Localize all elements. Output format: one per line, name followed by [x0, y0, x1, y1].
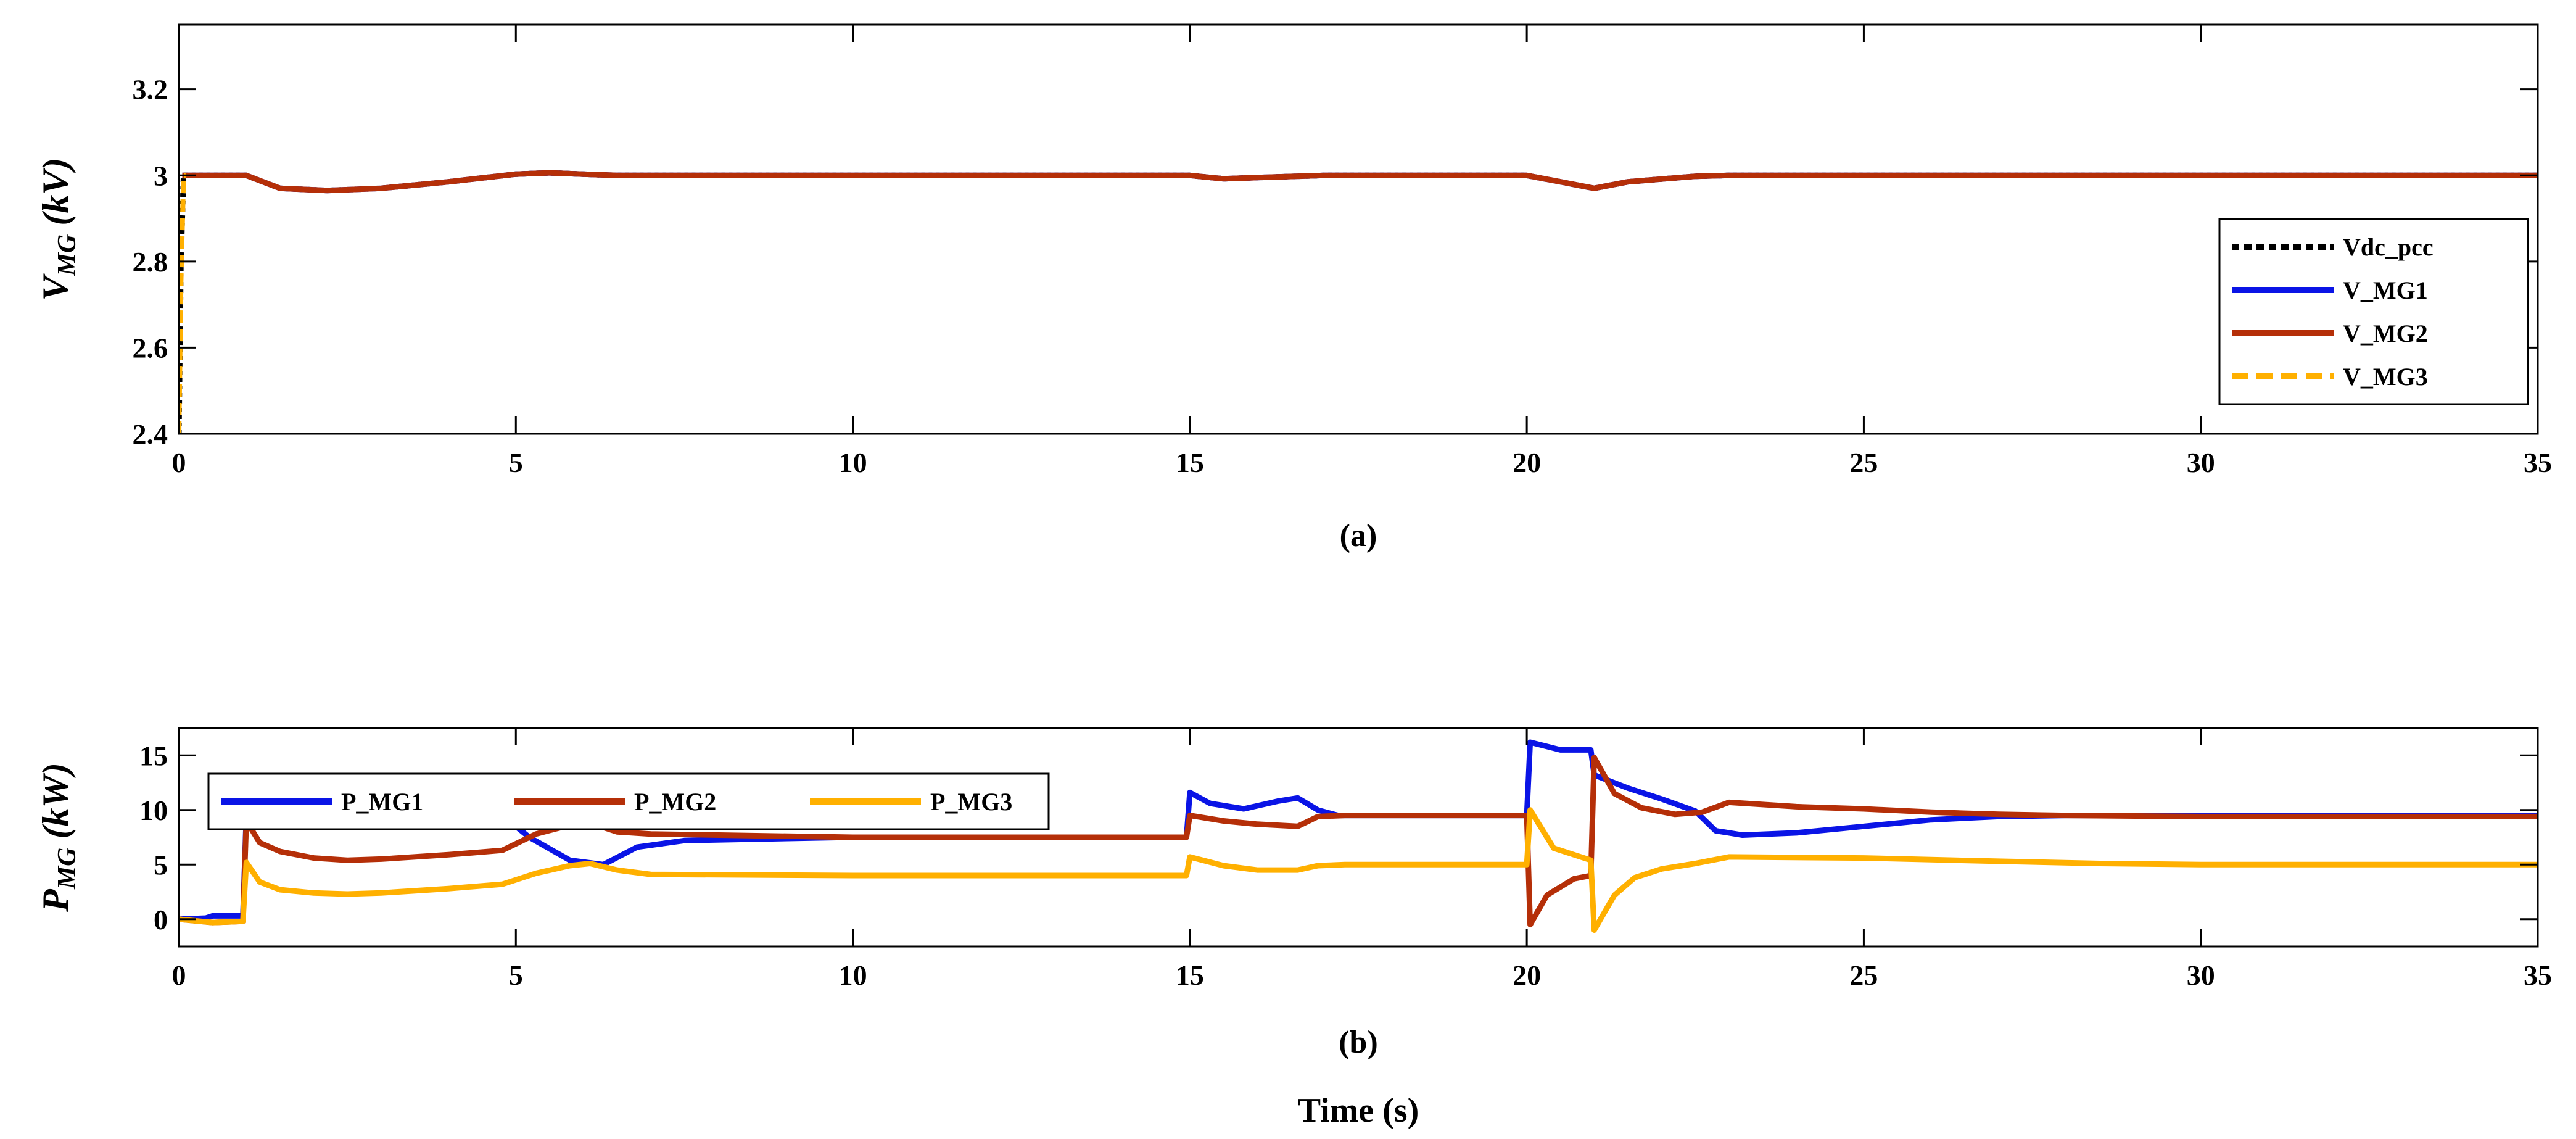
legend-label: V_MG3 [2343, 363, 2428, 391]
y-tick-label: 5 [154, 849, 168, 880]
x-tick-label: 20 [1513, 959, 1541, 991]
legend-label: P_MG1 [341, 788, 423, 816]
x-tick-label: 0 [172, 959, 186, 991]
x-tick-label: 25 [1849, 959, 1878, 991]
panel-caption: (a) [1340, 518, 1377, 553]
x-axis-label: Time (s) [1298, 1091, 1419, 1130]
y-tick-label: 2.6 [133, 332, 168, 363]
plot-area [179, 170, 2538, 434]
axes-frame [178, 23, 2539, 435]
y-tick-label: 10 [139, 795, 168, 826]
x-tick-label: 0 [172, 447, 186, 478]
y-tick-label: 0 [154, 904, 168, 935]
x-tick-label: 35 [2524, 959, 2552, 991]
series-line-p-mg3 [179, 807, 2538, 933]
y-axis-label: VMG(kV) [35, 158, 81, 301]
legend-box [207, 772, 1050, 830]
x-tick-label: 35 [2524, 447, 2552, 478]
legend-label: P_MG2 [634, 788, 716, 816]
y-tick-label: 3.2 [133, 74, 168, 106]
panel-b-power: 0 5 10 15 20 25 30 35 0 5 10 15 PMG(kW) (b) Time (s) P_… [35, 727, 2552, 1130]
y-axis-label: PMG(kW) [35, 763, 81, 913]
legend: Vdc_pcc V_MG1 V_MG2 V_MG3 [2218, 218, 2529, 405]
panel-caption: (b) [1339, 1025, 1378, 1060]
y-tick-label: 15 [139, 740, 168, 771]
x-tick-label: 25 [1849, 447, 1878, 478]
series-line-vdc-pcc [179, 170, 2538, 434]
legend-label: P_MG3 [930, 788, 1012, 816]
axes-frame [178, 727, 2539, 948]
x-tick-label: 15 [1176, 447, 1204, 478]
x-tick-label: 30 [2187, 447, 2215, 478]
y-tick-label: 2.8 [133, 246, 168, 278]
legend-label: V_MG2 [2343, 320, 2428, 347]
legend-label: V_MG1 [2343, 276, 2428, 304]
legend: P_MG1 P_MG2 P_MG3 [207, 772, 1050, 830]
series-line-p-mg2 [179, 755, 2538, 928]
x-tick-label: 10 [839, 447, 867, 478]
x-tick-label: 5 [509, 447, 523, 478]
plot-area [179, 739, 2538, 933]
x-tick-label: 10 [839, 959, 867, 991]
x-tick-label: 15 [1176, 959, 1204, 991]
series-line-p-mg1 [179, 739, 2538, 922]
x-tick-label: 20 [1513, 447, 1541, 478]
x-tick-label: 5 [509, 959, 523, 991]
series-line-v-mg2 [182, 170, 2538, 194]
y-tick-label: 3 [154, 160, 168, 191]
legend-label: Vdc_pcc [2343, 233, 2434, 261]
y-tick-label: 2.4 [133, 418, 168, 450]
x-tick-label: 30 [2187, 959, 2215, 991]
panel-a-voltage: 0 5 10 15 20 25 30 35 2.4 2.6 2.8 3 3.2 VMG(kV) (a) Vdc… [35, 23, 2552, 553]
